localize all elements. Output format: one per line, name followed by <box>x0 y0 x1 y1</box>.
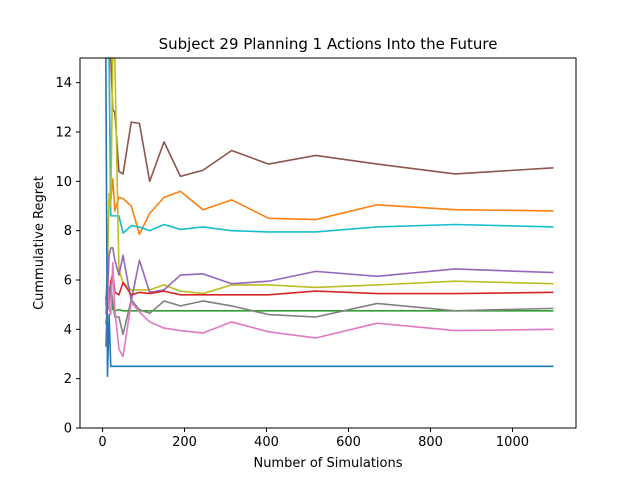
chart-title: Subject 29 Planning 1 Actions Into the F… <box>159 35 498 53</box>
y-tick-label: 10 <box>55 175 72 190</box>
series-line-4 <box>105 58 554 300</box>
plot-area-background <box>80 58 576 428</box>
plot-frame <box>79 57 577 429</box>
y-tick-label: 14 <box>55 76 72 91</box>
x-axis-label: Number of Simulations <box>253 456 402 471</box>
x-tick-label: 600 <box>336 435 361 450</box>
x-tick-label: 400 <box>254 435 279 450</box>
y-tick-label: 8 <box>64 224 72 239</box>
y-axis: 0 2 4 6 8 10 12 14 <box>55 76 80 437</box>
series-line-9 <box>105 261 554 358</box>
y-tick-label: 12 <box>55 126 72 141</box>
x-tick-label: 1000 <box>496 435 529 450</box>
series-line-6 <box>105 271 554 300</box>
series-line-3 <box>105 58 554 234</box>
y-axis-label: Cummulative Regret <box>32 176 47 310</box>
series-line-1 <box>105 58 554 183</box>
y-tick-label: 0 <box>64 422 72 437</box>
series-layer <box>105 58 554 378</box>
y-tick-label: 6 <box>64 274 72 289</box>
series-line-5 <box>105 247 554 347</box>
y-tick-label: 4 <box>64 323 72 338</box>
y-tick-label: 2 <box>64 372 72 387</box>
x-tick-label: 0 <box>98 435 106 450</box>
x-tick-label: 800 <box>418 435 443 450</box>
x-tick-label: 200 <box>172 435 197 450</box>
series-line-10 <box>105 58 554 378</box>
x-axis: 0 200 400 600 800 1000 <box>98 428 529 450</box>
